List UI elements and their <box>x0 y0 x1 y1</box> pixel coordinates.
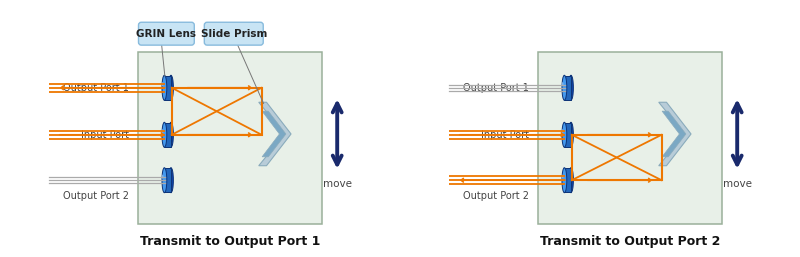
Bar <box>164 168 171 192</box>
Bar <box>138 52 322 224</box>
Bar <box>564 76 571 100</box>
Text: Slide Prism: Slide Prism <box>201 29 267 39</box>
Bar <box>572 135 662 180</box>
Ellipse shape <box>569 122 574 147</box>
Ellipse shape <box>162 82 163 86</box>
Text: Transmit to Output Port 2: Transmit to Output Port 2 <box>540 235 720 248</box>
Ellipse shape <box>169 122 174 147</box>
Text: Input Port: Input Port <box>481 130 529 140</box>
Text: move: move <box>722 179 752 189</box>
Polygon shape <box>258 102 291 166</box>
Ellipse shape <box>562 82 563 86</box>
Ellipse shape <box>569 75 574 100</box>
Ellipse shape <box>562 75 566 100</box>
Ellipse shape <box>162 175 163 179</box>
Ellipse shape <box>569 168 574 193</box>
Ellipse shape <box>162 75 166 100</box>
FancyBboxPatch shape <box>204 22 263 45</box>
Bar <box>564 168 571 192</box>
Text: Output Port 1: Output Port 1 <box>63 83 129 93</box>
Ellipse shape <box>562 175 563 179</box>
Text: Input Port: Input Port <box>81 130 129 140</box>
FancyBboxPatch shape <box>138 22 194 45</box>
Bar <box>564 123 571 147</box>
Ellipse shape <box>169 75 174 100</box>
Text: GRIN Lens: GRIN Lens <box>136 29 196 39</box>
Polygon shape <box>262 111 286 157</box>
Ellipse shape <box>169 168 174 193</box>
Text: Transmit to Output Port 1: Transmit to Output Port 1 <box>140 235 320 248</box>
Text: move: move <box>322 179 352 189</box>
Ellipse shape <box>562 122 566 147</box>
Bar <box>164 76 171 100</box>
Polygon shape <box>662 111 686 157</box>
Bar <box>164 123 171 147</box>
Bar <box>172 88 262 135</box>
Ellipse shape <box>162 129 163 133</box>
Ellipse shape <box>562 168 566 193</box>
Ellipse shape <box>162 168 166 193</box>
Text: Output Port 2: Output Port 2 <box>462 191 529 201</box>
Text: Output Port 2: Output Port 2 <box>62 191 129 201</box>
Polygon shape <box>658 102 691 166</box>
Ellipse shape <box>562 129 563 133</box>
Text: Output Port 1: Output Port 1 <box>463 83 529 93</box>
Ellipse shape <box>162 122 166 147</box>
Bar <box>538 52 722 224</box>
